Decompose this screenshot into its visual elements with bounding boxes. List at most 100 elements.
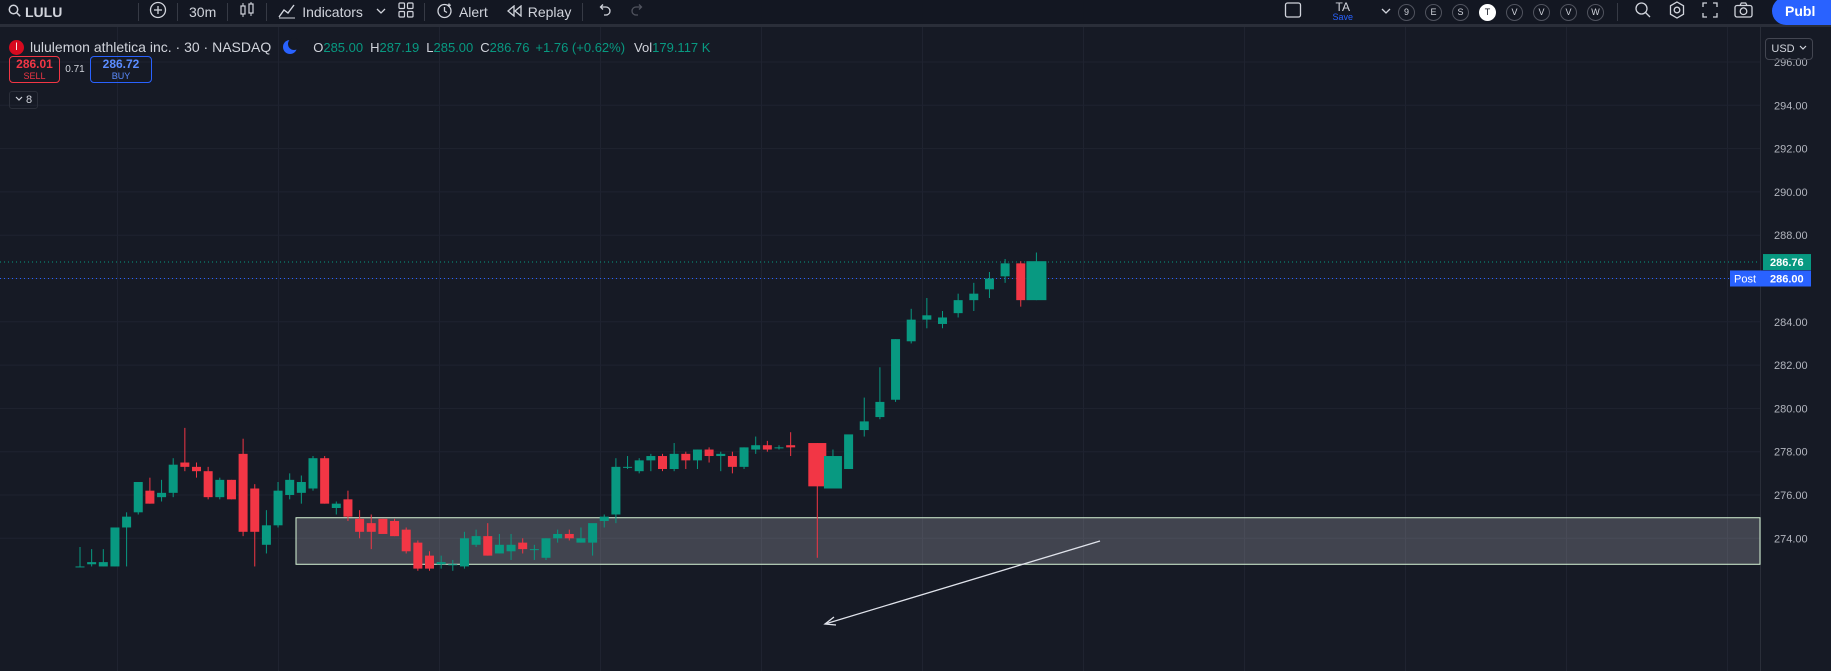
- interval-button[interactable]: 30m: [189, 4, 217, 20]
- session-circle-v2[interactable]: V: [1533, 3, 1550, 21]
- candle-body: [401, 529, 411, 552]
- last-price-label: 286.76: [1770, 257, 1804, 269]
- layout-save-button[interactable]: TA Save: [1332, 1, 1353, 22]
- publish-button[interactable]: Publ: [1772, 0, 1831, 25]
- trend-arrow-head: [823, 616, 837, 626]
- redo-button[interactable]: [623, 0, 653, 24]
- change-value: +1.76 (+0.62%): [535, 39, 626, 55]
- candle-body: [471, 536, 481, 545]
- candle-body: [681, 453, 691, 461]
- candle-body: [529, 549, 539, 551]
- symbol-title[interactable]: lululemon athletica inc. · 30 · NASDAQ: [30, 39, 272, 55]
- market-status-moon-icon[interactable]: [283, 38, 301, 54]
- indicators-collapse-button[interactable]: 8: [9, 91, 38, 109]
- replay-label: Replay: [527, 4, 572, 20]
- candle-body: [494, 544, 504, 554]
- symbol-label: LULU: [25, 4, 63, 20]
- chevron-down-icon: [1799, 43, 1807, 55]
- candle-body: [203, 471, 213, 498]
- candle-body: [844, 434, 854, 470]
- candle-body: [122, 516, 132, 528]
- buy-label: BUY: [111, 70, 131, 81]
- candle-body: [1000, 263, 1010, 277]
- alert-button[interactable]: Alert: [427, 0, 497, 24]
- candle-body: [425, 555, 434, 569]
- save-label: Save: [1332, 12, 1353, 22]
- plot-background: [0, 27, 1760, 671]
- trend-arrow-line: [824, 540, 1101, 625]
- candle-body: [87, 562, 97, 565]
- candle-body: [891, 339, 901, 400]
- candle-body: [588, 523, 598, 543]
- indicators-dropdown-button[interactable]: [372, 0, 390, 24]
- layout-button[interactable]: [1276, 0, 1310, 24]
- volume-label: Vol: [634, 39, 653, 55]
- price-lines: [0, 261, 1760, 279]
- session-circle-v3[interactable]: V: [1560, 3, 1577, 21]
- spread-value: 0.71: [65, 64, 85, 75]
- currency-selector[interactable]: USD: [1765, 38, 1813, 60]
- session-circle-s[interactable]: S: [1452, 3, 1469, 21]
- candle-body: [250, 488, 260, 532]
- indicators-icon: [278, 3, 296, 22]
- candle-body: [226, 479, 236, 500]
- settings-button[interactable]: [1660, 0, 1694, 24]
- high-value: 287.19: [379, 39, 420, 55]
- y-tick-label: 296.00: [1774, 57, 1808, 69]
- alert-label: Alert: [458, 4, 488, 20]
- candle-body: [366, 523, 376, 532]
- divider: [177, 3, 178, 21]
- session-circle-w[interactable]: W: [1587, 3, 1604, 21]
- buy-button[interactable]: 286.72 BUY: [90, 56, 152, 83]
- replay-button[interactable]: Replay: [497, 0, 581, 24]
- support-zone-rectangle: [295, 517, 1761, 565]
- candle-body: [658, 456, 667, 470]
- y-tick-label: 290.00: [1774, 187, 1808, 199]
- undo-button[interactable]: [585, 0, 623, 24]
- fullscreen-button[interactable]: [1694, 0, 1726, 24]
- high-label: H: [370, 39, 380, 55]
- candle-body: [984, 278, 994, 290]
- y-tick-label: 284.00: [1774, 317, 1808, 329]
- candle-body: [157, 492, 167, 498]
- candle-body: [215, 479, 225, 498]
- indicators-count: 8: [25, 94, 33, 106]
- search-icon: [8, 4, 21, 20]
- sell-price: 286.01: [16, 56, 53, 71]
- session-circle-v1[interactable]: V: [1506, 3, 1523, 21]
- candle-body: [646, 456, 656, 461]
- symbol-search[interactable]: LULU: [0, 0, 136, 24]
- price-labels: 286.76 Post 286.00: [1730, 254, 1811, 287]
- open-value: 285.00: [323, 39, 364, 55]
- indicators-label: Indicators: [302, 4, 363, 20]
- price-axis: 274.00 276.00 278.00 280.00 282.00 284.00 286.…: [1760, 27, 1831, 671]
- candle-body: [541, 538, 551, 558]
- price-chart[interactable]: 274.00 276.00 278.00 280.00 282.00 284.00 286.…: [0, 27, 1831, 671]
- layout-dropdown-button[interactable]: [1379, 0, 1393, 24]
- candle-body: [168, 464, 178, 493]
- candle-body: [859, 421, 869, 431]
- indicators-button[interactable]: Indicators: [269, 0, 372, 24]
- sell-button[interactable]: 286.01 SELL: [9, 56, 60, 83]
- candle-body: [192, 466, 201, 472]
- candle-body: [285, 479, 295, 495]
- session-circle-9[interactable]: 9: [1398, 3, 1415, 21]
- camera-icon: [1734, 1, 1753, 23]
- candle-body: [553, 533, 563, 539]
- session-circle-e[interactable]: E: [1425, 3, 1442, 21]
- candle-body: [704, 449, 714, 457]
- open-label: O: [313, 39, 324, 55]
- price-axis-background: [1760, 27, 1831, 671]
- candles: [75, 252, 1047, 571]
- chart-type-button[interactable]: [230, 0, 264, 24]
- quick-search-button[interactable]: [1626, 0, 1660, 24]
- gear-icon: [1668, 0, 1686, 24]
- snapshot-button[interactable]: [1726, 0, 1761, 24]
- indicator-templates-button[interactable]: [390, 0, 422, 24]
- divider: [266, 3, 268, 21]
- session-circle-t[interactable]: T: [1479, 3, 1496, 21]
- compare-symbol-button[interactable]: [141, 0, 175, 24]
- candle-body: [145, 490, 155, 504]
- candle-body: [180, 462, 190, 467]
- candle-body: [623, 466, 633, 468]
